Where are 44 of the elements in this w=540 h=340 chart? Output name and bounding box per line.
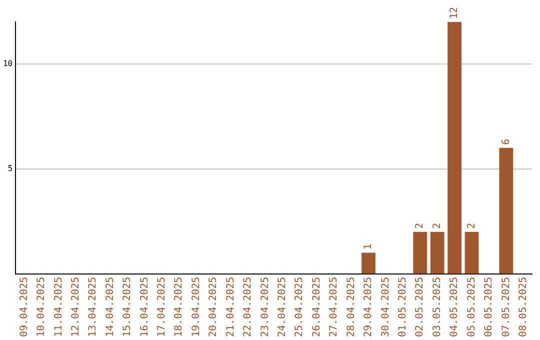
x-tick-label: 15.04.2025 [122, 276, 134, 338]
x-tick-label: 18.04.2025 [174, 276, 185, 338]
x-tick-label: 27.04.2025 [328, 276, 340, 338]
bar [362, 252, 376, 274]
data-label: 2 [432, 222, 443, 229]
bar [413, 232, 428, 274]
x-tick-label: 06.05.2025 [484, 276, 495, 338]
x-tick-label: 07.05.2025 [500, 276, 512, 338]
data-label: 6 [500, 138, 512, 145]
data-label: 2 [466, 222, 478, 229]
x-tick-label: 21.04.2025 [225, 276, 236, 338]
x-tick-label: 01.05.2025 [398, 276, 408, 338]
x-tick-label: 28.04.2025 [346, 276, 357, 338]
data-label: 2 [414, 222, 426, 229]
x-tick-label: 11.04.2025 [53, 276, 64, 338]
x-tick-label: 02.05.2025 [414, 276, 426, 338]
x-tick-label: 04.05.2025 [449, 276, 460, 338]
bar [464, 232, 479, 274]
x-tick-label: 30.04.2025 [380, 276, 392, 338]
x-tick-label: 17.04.2025 [156, 276, 168, 338]
x-tick-label: 20.04.2025 [208, 276, 220, 338]
x-tick-label: 26.04.2025 [311, 276, 322, 338]
x-tick-label: 29.04.2025 [363, 276, 374, 338]
x-tick-label: 08.05.2025 [518, 276, 529, 338]
bar [430, 232, 444, 274]
bar [499, 148, 514, 274]
data-label: 1 [363, 244, 374, 250]
x-tick-label: 19.04.2025 [190, 276, 202, 338]
bar [448, 22, 462, 274]
x-tick-label: 25.04.2025 [294, 276, 306, 338]
data-label: 12 [449, 6, 460, 19]
y-tick-label: 5 [8, 164, 13, 173]
x-tick-label: 09.04.2025 [18, 276, 30, 338]
x-tick-label: 13.04.2025 [88, 276, 99, 338]
x-tick-label: 03.05.2025 [432, 276, 443, 338]
x-tick-label: 05.05.2025 [466, 276, 478, 338]
x-tick-label: 23.04.2025 [260, 276, 271, 338]
x-tick-label: 12.04.2025 [70, 276, 82, 338]
x-tick-label: 22.04.2025 [242, 276, 254, 338]
x-tick-label: 24.04.2025 [277, 276, 288, 338]
x-tick-label: 14.04.2025 [104, 276, 116, 338]
x-tick-label: 10.04.2025 [36, 276, 48, 338]
y-tick-label: 10 [2, 59, 13, 68]
x-tick-label: 16.04.2025 [139, 276, 150, 338]
